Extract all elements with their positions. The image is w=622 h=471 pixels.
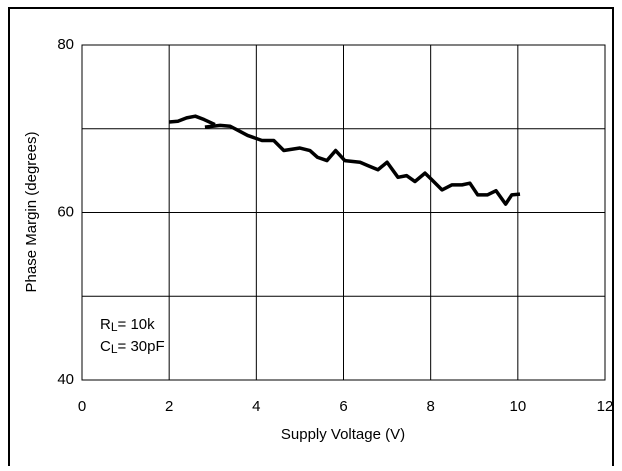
annotation-sub: L	[111, 342, 118, 356]
x-tick-label: 2	[165, 398, 173, 415]
x-tick-label: 12	[597, 398, 614, 415]
annotation-main: R	[100, 316, 111, 333]
x-tick-label: 10	[509, 398, 526, 415]
y-axis-label: Phase Margin (degrees)	[23, 132, 40, 293]
annotation-rest: = 30pF	[118, 338, 165, 355]
annotation: RL= 10k	[100, 316, 155, 334]
x-tick-label: 4	[252, 398, 260, 415]
x-axis-label: Supply Voltage (V)	[281, 426, 405, 443]
annotation-main: C	[100, 338, 111, 355]
data-line	[204, 123, 521, 206]
y-tick-label: 60	[57, 203, 74, 220]
annotation: CL= 30pF	[100, 338, 165, 356]
y-tick-label: 80	[57, 36, 74, 53]
y-tick-label: 40	[57, 371, 74, 388]
x-tick-label: 8	[426, 398, 434, 415]
x-tick-label: 0	[78, 398, 86, 415]
annotation-rest: = 10k	[118, 316, 156, 333]
annotation-sub: L	[111, 320, 118, 334]
x-tick-label: 6	[339, 398, 347, 415]
data-line	[168, 114, 216, 127]
